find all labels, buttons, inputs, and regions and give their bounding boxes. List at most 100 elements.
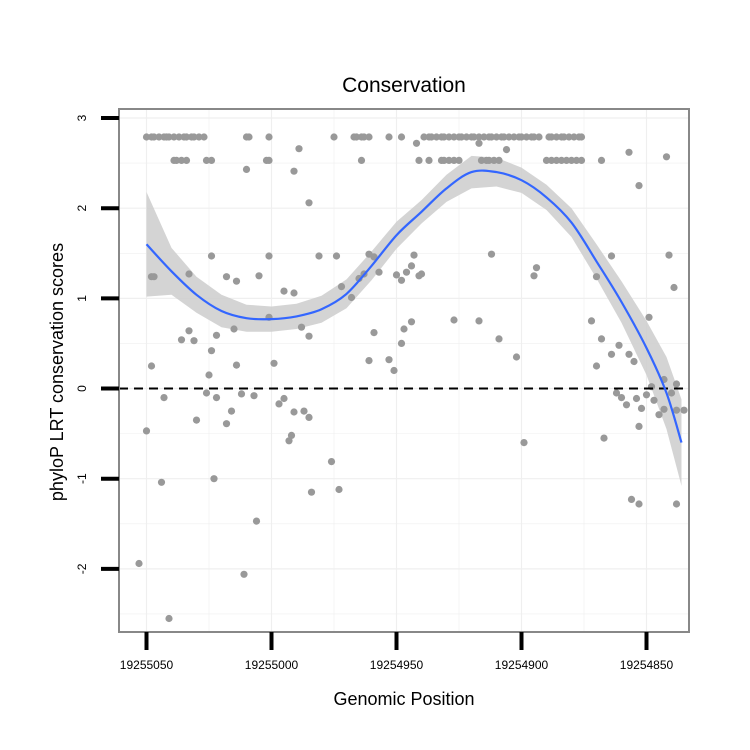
data-point — [207, 156, 216, 164]
x-tick-label: 19255050 — [120, 658, 174, 672]
chart-title: Conservation — [342, 74, 466, 97]
data-point — [680, 406, 688, 414]
data-point — [250, 392, 258, 400]
data-point — [252, 517, 261, 525]
data-point — [672, 500, 681, 508]
data-point — [392, 271, 401, 279]
data-point — [445, 133, 453, 141]
data-point — [512, 353, 521, 361]
data-point — [635, 500, 643, 508]
data-point — [450, 133, 458, 141]
data-point — [667, 389, 676, 397]
data-point — [230, 325, 238, 333]
data-point — [222, 420, 231, 428]
x-axis: 19255050 19255000 19254950 19254900 19254850 — [120, 632, 674, 672]
data-point — [200, 133, 208, 141]
data-point — [212, 394, 221, 402]
data-point — [530, 133, 538, 141]
data-point — [510, 133, 518, 141]
data-point — [592, 362, 601, 370]
data-point — [365, 357, 373, 365]
plot-panel-border — [118, 108, 690, 633]
data-point — [407, 262, 416, 270]
data-point — [492, 133, 501, 141]
data-point — [212, 331, 221, 339]
data-point — [285, 437, 293, 445]
data-point — [572, 156, 581, 164]
x-tick-label: 19254850 — [620, 658, 674, 672]
y-tick-label: 3 — [75, 114, 89, 121]
data-point — [305, 332, 313, 340]
data-point — [240, 570, 248, 578]
data-point — [420, 133, 428, 141]
data-point — [192, 416, 201, 424]
data-point — [265, 252, 273, 260]
data-point — [202, 156, 211, 164]
data-point — [425, 156, 433, 164]
data-point — [232, 277, 241, 285]
data-point — [455, 156, 463, 164]
data-point — [597, 156, 606, 164]
data-point — [625, 148, 633, 156]
data-point — [407, 318, 416, 326]
data-point — [627, 495, 636, 503]
data-point — [427, 133, 436, 141]
data-point — [617, 394, 626, 402]
x-tick-label: 19255000 — [245, 658, 299, 672]
data-point — [495, 335, 503, 343]
data-point — [165, 133, 173, 141]
data-point — [490, 156, 498, 164]
data-point — [645, 313, 653, 321]
data-point — [607, 350, 616, 358]
smooth-trend-line — [145, 169, 683, 443]
data-point — [560, 133, 568, 141]
data-point — [290, 289, 298, 297]
data-point — [552, 156, 561, 164]
data-point — [280, 394, 288, 403]
y-tick-label: 0 — [75, 385, 89, 392]
data-point — [577, 156, 586, 164]
data-point — [672, 380, 681, 388]
data-point — [290, 167, 298, 175]
data-point — [280, 287, 288, 295]
data-point — [630, 357, 638, 366]
data-point — [275, 400, 283, 408]
y-axis: -2 -1 0 1 2 3 — [75, 114, 119, 574]
data-point — [160, 394, 168, 402]
data-point — [450, 156, 458, 164]
data-point — [397, 133, 406, 141]
data-point — [635, 182, 643, 190]
data-point — [655, 411, 663, 419]
data-point — [530, 272, 538, 280]
data-point — [227, 407, 236, 415]
data-point — [390, 366, 398, 375]
data-point — [502, 146, 511, 154]
data-point — [232, 361, 241, 369]
data-point — [417, 270, 426, 278]
data-point — [612, 389, 621, 397]
data-point — [210, 475, 218, 483]
data-point — [202, 389, 211, 397]
data-point — [360, 133, 368, 141]
data-point — [150, 273, 158, 281]
data-point — [397, 339, 406, 347]
y-tick-label: -1 — [75, 473, 89, 484]
data-point — [567, 156, 576, 164]
data-point — [505, 133, 513, 141]
data-point — [142, 133, 151, 141]
data-point — [375, 268, 383, 276]
data-point — [557, 156, 566, 164]
data-point — [185, 327, 193, 335]
data-point — [315, 252, 323, 260]
data-point — [615, 341, 623, 349]
data-point — [150, 133, 158, 141]
data-point — [335, 485, 343, 494]
data-point — [522, 133, 531, 141]
data-point — [565, 133, 573, 141]
data-point — [190, 133, 198, 141]
data-point — [412, 139, 421, 147]
data-point — [592, 273, 601, 281]
data-point — [440, 133, 448, 141]
data-point — [517, 133, 526, 141]
data-point — [295, 145, 303, 153]
